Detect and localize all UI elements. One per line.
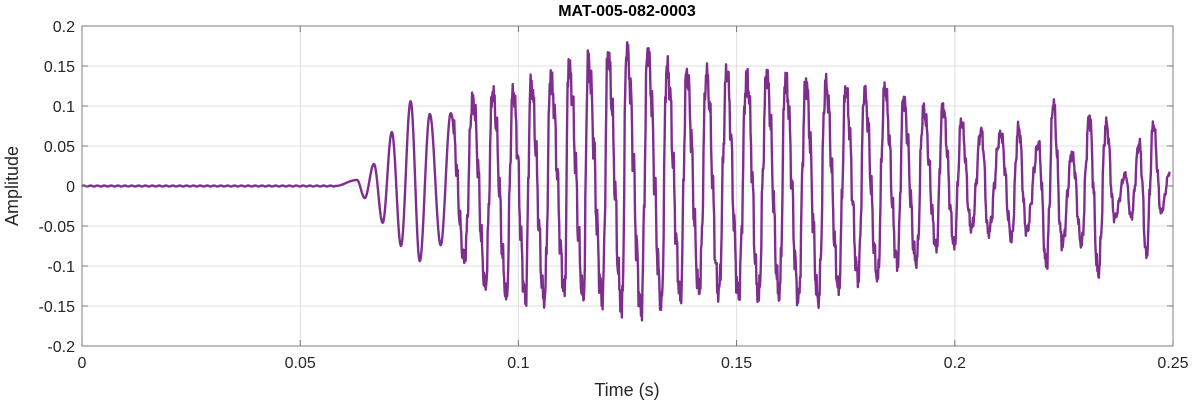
signal-line: [81, 41, 1171, 322]
x-tick-label: 0.15: [721, 355, 752, 372]
y-axis-label: Amplitude: [2, 146, 22, 226]
y-tick-label: -0.15: [39, 299, 76, 316]
y-tick-label: 0.1: [53, 99, 75, 116]
ticks: 0 0.05 0.1 0.15 0.2 0.25 -0.2 -0.15 -0.1 -0.05 0 0.…: [39, 19, 1189, 372]
y-tick-label: -0.1: [47, 259, 75, 276]
y-tick-label: -0.2: [47, 339, 75, 356]
plot-area: [81, 41, 1171, 322]
y-tick-label: 0.2: [53, 19, 75, 36]
x-tick-label: 0.2: [944, 355, 966, 372]
x-axis-label: Time (s): [594, 380, 659, 400]
x-tick-label: 0.25: [1157, 355, 1188, 372]
x-tick-label: 0.1: [507, 355, 529, 372]
x-tick-label: 0: [78, 355, 87, 372]
y-tick-label: 0.05: [44, 139, 75, 156]
y-tick-label: -0.05: [39, 219, 76, 236]
y-tick-label: 0.15: [44, 59, 75, 76]
x-tick-label: 0.05: [285, 355, 316, 372]
chart-title: MAT-005-082-0003: [558, 3, 696, 20]
y-tick-label: 0: [66, 179, 75, 196]
